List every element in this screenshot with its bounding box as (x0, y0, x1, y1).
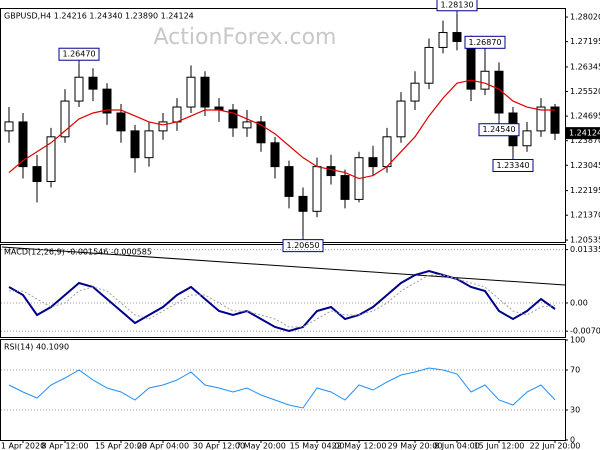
annotation-box (464, 35, 506, 49)
candle-body (242, 121, 252, 129)
annotation-label: 1.28130 (440, 0, 473, 9)
candle-body (74, 76, 84, 102)
candle-body (4, 121, 14, 132)
candle-body (88, 76, 98, 90)
candle-body (382, 136, 392, 168)
candle-body (368, 157, 378, 168)
annotation-label: 1.20650 (286, 241, 319, 250)
y-tick-label: 30 (570, 406, 580, 415)
annotation-box (58, 47, 100, 61)
x-tick-label: 15 Jun 12:00 (474, 442, 525, 450)
indicator-line (9, 274, 556, 328)
y-tick-label: 1.22195 (570, 186, 600, 195)
candle-body (438, 32, 448, 48)
moving-average (8, 79, 555, 180)
x-tick-label: 15 May 04:00 (290, 442, 345, 450)
candle-body (284, 166, 294, 197)
y-tick-label: 1.20535 (570, 236, 600, 245)
annotation-box (478, 123, 520, 137)
y-tick-label: 0.013351 (570, 245, 600, 254)
x-tick-label: 15 Apr 20:00 (95, 442, 147, 450)
x-tick-label: 7 May 20:00 (236, 442, 286, 450)
last-price-label: 1.24124 (569, 129, 600, 138)
y-tick-label: 0.00 (570, 299, 588, 308)
x-tick-label: 1 Apr 2020 (1, 442, 45, 450)
x-tick-label: 8 Jun 04:00 (434, 442, 480, 450)
indicator-line (8, 269, 556, 333)
panel-title: RSI(14) 40.1090 (4, 343, 69, 352)
y-tick-label: 1.25520 (570, 87, 600, 96)
candle-body (536, 106, 546, 132)
last-price-box (565, 127, 600, 140)
y-tick-label: 100 (570, 336, 585, 345)
candle-body (424, 46, 434, 84)
annotation-label: 1.26470 (62, 50, 95, 59)
y-tick-label: -0.00704 (570, 327, 600, 336)
y-tick-label: 0 (570, 436, 575, 445)
annotation-label: 1.24540 (482, 125, 515, 134)
annotation-label: 1.26870 (468, 38, 501, 47)
x-tick-label: 22 Jun 20:00 (530, 442, 581, 450)
y-tick-label: 1.23870 (570, 136, 600, 145)
candle-body (130, 130, 140, 159)
y-tick-label: 1.24695 (570, 112, 600, 121)
panel-title: MACD(12,26,9) -0.001546 -0.000585 (4, 248, 152, 257)
x-tick-label: 23 Apr 04:00 (137, 442, 189, 450)
candle-body (326, 166, 336, 177)
candle-body (116, 112, 126, 132)
y-tick-label: 1.21370 (570, 211, 600, 220)
x-tick-label: 29 May 20:00 (388, 442, 443, 450)
indicator-line (8, 367, 556, 409)
candle-body (46, 136, 56, 183)
candle-body (60, 100, 70, 138)
annotation-box (492, 158, 534, 172)
candle-body (32, 166, 42, 183)
candle-body (452, 32, 462, 42)
annotation-label: 1.23340 (496, 161, 529, 170)
candle-body (172, 106, 182, 123)
candle-body (186, 76, 196, 108)
candle-body (312, 166, 322, 212)
candle-body (522, 130, 532, 147)
y-tick-label: 70 (570, 366, 580, 375)
candle-body (228, 109, 238, 129)
y-tick-label: 1.27195 (570, 37, 600, 46)
candle-body (256, 121, 266, 144)
candle-body (270, 142, 280, 168)
x-tick-label: 30 Apr 12:00 (193, 442, 245, 450)
panel-title: GBPUSD,H4 1.24216 1.24340 1.23890 1.2412… (4, 12, 194, 21)
candle-body (200, 76, 210, 108)
candle-body (410, 82, 420, 102)
candle-body (158, 121, 168, 132)
candle-body (480, 70, 490, 90)
watermark: ActionForex.com (154, 25, 337, 50)
candle-body (396, 100, 406, 138)
candle-body (144, 130, 154, 159)
y-tick-label: 1.23045 (570, 161, 600, 170)
x-tick-label: 8 Apr 12:00 (41, 442, 88, 450)
candle-body (298, 195, 308, 212)
candle-body (102, 88, 112, 114)
candle-body (18, 121, 28, 168)
x-tick-label: 22 May 12:00 (332, 442, 387, 450)
candle-body (550, 106, 560, 134)
rsi-panel (0, 339, 566, 441)
trend-line (1, 246, 566, 286)
annotation-box (282, 239, 324, 253)
y-tick-label: 1.26345 (570, 62, 600, 71)
annotation-box (436, 0, 478, 12)
y-tick-label: 1.28020 (570, 13, 600, 22)
candle-body (340, 175, 350, 200)
